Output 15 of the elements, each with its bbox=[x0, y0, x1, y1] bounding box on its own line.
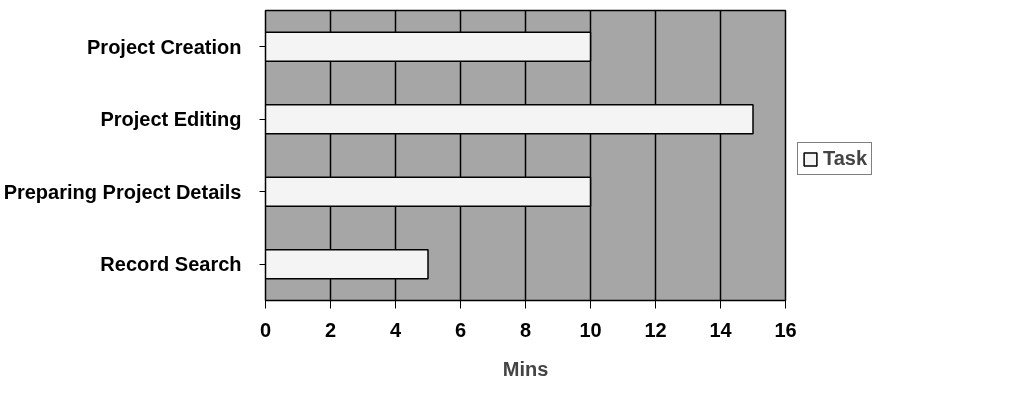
x-tick-label: 2 bbox=[324, 318, 337, 341]
x-tick-label: 4 bbox=[389, 318, 402, 341]
x-tick-label: 0 bbox=[259, 318, 272, 341]
y-tick-label: Project Creation bbox=[87, 35, 242, 58]
x-tick-label: 16 bbox=[774, 318, 797, 341]
x-tick-label: 8 bbox=[519, 318, 532, 341]
y-tick-label: Project Editing bbox=[100, 108, 242, 131]
x-tick-label: 6 bbox=[454, 318, 467, 341]
x-tick-label: 10 bbox=[579, 318, 602, 341]
y-tick-label: Preparing Project Details bbox=[3, 180, 242, 203]
x-tick-label: 12 bbox=[644, 318, 667, 341]
y-tick-label: Record Search bbox=[100, 253, 242, 276]
legend-label: Task bbox=[823, 147, 868, 170]
x-tick-label: 14 bbox=[709, 318, 733, 341]
x-axis-title: Mins bbox=[502, 357, 549, 380]
